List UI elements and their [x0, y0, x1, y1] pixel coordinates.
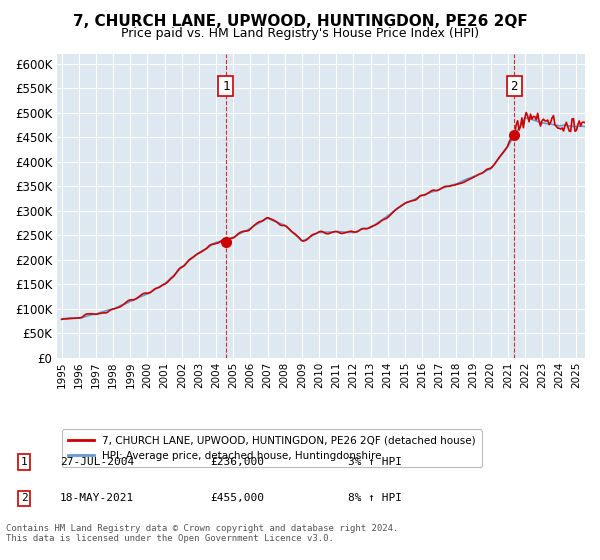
Text: Price paid vs. HM Land Registry's House Price Index (HPI): Price paid vs. HM Land Registry's House … [121, 27, 479, 40]
Text: £455,000: £455,000 [210, 493, 264, 503]
Text: Contains HM Land Registry data © Crown copyright and database right 2024.
This d: Contains HM Land Registry data © Crown c… [6, 524, 398, 543]
Text: 8% ↑ HPI: 8% ↑ HPI [348, 493, 402, 503]
Text: 1: 1 [222, 80, 230, 92]
Text: 3% ↑ HPI: 3% ↑ HPI [348, 457, 402, 467]
Text: 2: 2 [20, 493, 28, 503]
Text: 27-JUL-2004: 27-JUL-2004 [60, 457, 134, 467]
Text: 2: 2 [511, 80, 518, 92]
Text: £236,000: £236,000 [210, 457, 264, 467]
Text: 18-MAY-2021: 18-MAY-2021 [60, 493, 134, 503]
Text: 7, CHURCH LANE, UPWOOD, HUNTINGDON, PE26 2QF: 7, CHURCH LANE, UPWOOD, HUNTINGDON, PE26… [73, 14, 527, 29]
Text: 1: 1 [20, 457, 28, 467]
Legend: 7, CHURCH LANE, UPWOOD, HUNTINGDON, PE26 2QF (detached house), HPI: Average pric: 7, CHURCH LANE, UPWOOD, HUNTINGDON, PE26… [62, 430, 482, 467]
